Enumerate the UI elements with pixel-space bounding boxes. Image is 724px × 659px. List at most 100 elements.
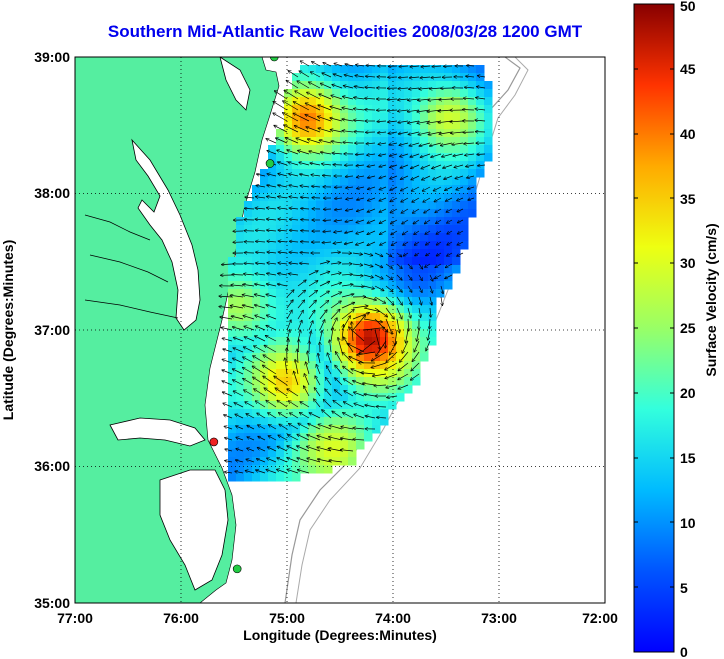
velocity-cell [364, 297, 373, 306]
velocity-arrow [267, 208, 277, 209]
velocity-cell [260, 297, 269, 306]
velocity-cell [428, 97, 437, 106]
velocity-cell [380, 177, 389, 186]
velocity-cell [340, 425, 349, 434]
velocity-cell [316, 241, 325, 250]
velocity-cell [316, 145, 325, 154]
velocity-cell [244, 297, 253, 306]
velocity-cell [404, 297, 413, 306]
velocity-cell [236, 393, 245, 402]
velocity-cell [388, 193, 397, 202]
velocity-cell [284, 209, 293, 218]
velocity-cell [356, 417, 365, 426]
velocity-cell [268, 201, 277, 210]
velocity-arrow [322, 73, 332, 78]
velocity-cell [316, 353, 325, 362]
velocity-cell [388, 289, 397, 298]
velocity-cell [300, 329, 309, 338]
velocity-cell [236, 449, 245, 458]
velocity-cell [412, 305, 421, 314]
velocity-cell [388, 121, 397, 130]
velocity-cell [380, 137, 389, 146]
velocity-cell [340, 441, 349, 450]
velocity-cell [268, 145, 277, 154]
velocity-cell [316, 401, 325, 410]
velocity-arrow [367, 219, 376, 223]
velocity-arrow [321, 83, 332, 89]
velocity-cell [380, 265, 389, 274]
velocity-cell [372, 353, 381, 362]
velocity-arrow [399, 66, 409, 67]
velocity-arrow [374, 274, 383, 279]
velocity-arrow [243, 316, 255, 320]
velocity-arrow [342, 119, 354, 122]
velocity-cell [252, 369, 261, 378]
velocity-cell [236, 361, 245, 370]
y-axis-label: Latitude (Degrees:Minutes) [0, 240, 16, 420]
velocity-cell [308, 257, 317, 266]
river-rappahannock [89, 254, 169, 283]
velocity-arrow [319, 272, 330, 276]
velocity-arrow [255, 219, 266, 220]
velocity-arrow [386, 384, 398, 388]
velocity-arrow [363, 285, 374, 289]
velocity-cell [364, 281, 373, 290]
y-tick-label: 37:00 [34, 322, 70, 338]
velocity-cell [420, 353, 429, 362]
velocity-cell [268, 465, 277, 474]
velocity-cell [228, 337, 237, 346]
velocity-cell [428, 217, 437, 226]
velocity-arrow [278, 263, 288, 264]
velocity-cell [252, 217, 261, 226]
velocity-arrow [409, 142, 420, 146]
velocity-cell [276, 249, 285, 258]
velocity-cell [364, 345, 373, 354]
velocity-cell [316, 441, 325, 450]
velocity-arrow [278, 230, 288, 231]
velocity-cell [460, 233, 469, 242]
velocity-cell [468, 209, 477, 218]
velocity-cell [292, 297, 301, 306]
velocity-arrow [454, 164, 464, 167]
velocity-cell [364, 265, 373, 274]
velocity-cell [404, 81, 413, 90]
velocity-cell [316, 425, 325, 434]
velocity-cell [372, 225, 381, 234]
velocity-cell [412, 137, 421, 146]
velocity-arrow [345, 220, 354, 222]
velocity-cell [420, 153, 429, 162]
velocity-cell [244, 473, 253, 482]
velocity-arrow [372, 351, 387, 361]
velocity-arrow [353, 439, 365, 440]
velocity-arrow [398, 373, 409, 380]
velocity-arrow [267, 197, 277, 199]
velocity-cell [276, 273, 285, 282]
velocity-cell [372, 425, 381, 434]
velocity-cell [332, 441, 341, 450]
velocity-arrow [307, 446, 321, 452]
velocity-cell [356, 361, 365, 370]
velocity-cell [420, 337, 429, 346]
velocity-arrow [356, 241, 365, 245]
velocity-cell [388, 369, 397, 378]
velocity-cell [396, 273, 405, 282]
velocity-arrow [366, 76, 376, 77]
velocity-cell [396, 385, 405, 394]
velocity-cell [236, 241, 245, 250]
velocity-cell [452, 113, 461, 122]
velocity-arrow [255, 336, 266, 342]
velocity-cell [268, 401, 277, 410]
velocity-cell [356, 289, 365, 298]
velocity-cell [356, 137, 365, 146]
velocity-cell [292, 161, 301, 170]
velocity-cell [388, 145, 397, 154]
velocity-cell [276, 129, 285, 138]
velocity-cell [276, 433, 285, 442]
velocity-arrow [222, 338, 233, 342]
velocity-cell [388, 89, 397, 98]
velocity-cell [276, 393, 285, 402]
velocity-arrow [430, 88, 442, 89]
velocity-cell [420, 233, 429, 242]
velocity-arrow [267, 315, 277, 320]
colorbar-tick-label: 30 [680, 255, 696, 271]
